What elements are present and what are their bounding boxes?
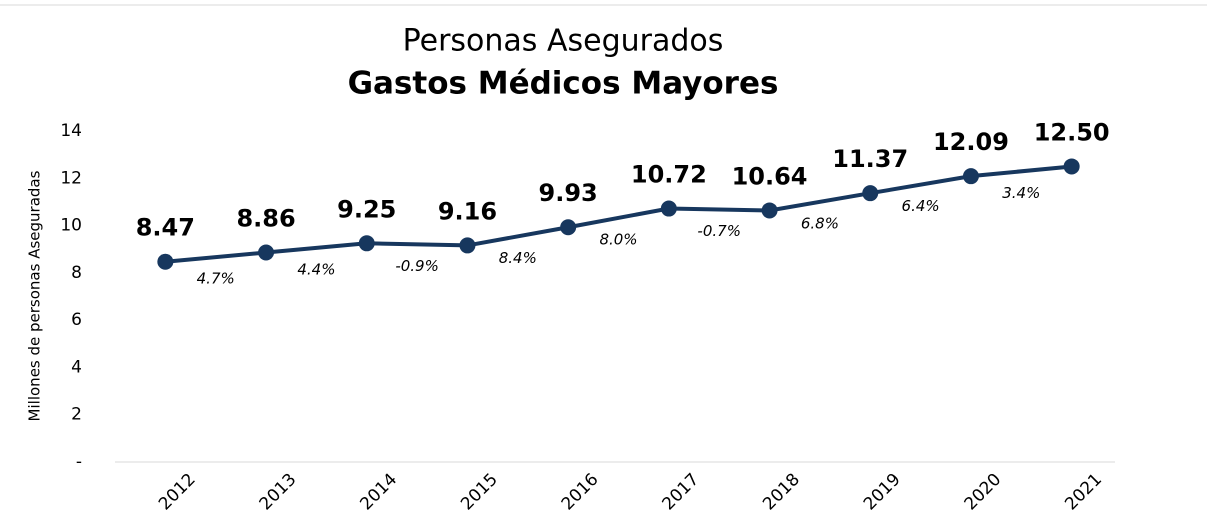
y-tick-label: - bbox=[76, 452, 82, 472]
data-label: 8.47 bbox=[136, 214, 195, 242]
marker bbox=[459, 237, 476, 254]
y-tick-label: 6 bbox=[71, 310, 82, 330]
marker bbox=[258, 244, 275, 261]
data-label: 8.86 bbox=[236, 205, 295, 233]
chart-subtitle: Gastos Médicos Mayores bbox=[348, 66, 779, 102]
marker bbox=[157, 253, 174, 270]
y-tick-label: 2 bbox=[71, 405, 82, 425]
x-tick-label: 2012 bbox=[155, 470, 200, 515]
x-tick-label: 2018 bbox=[759, 470, 804, 515]
x-tick-label: 2017 bbox=[658, 470, 703, 515]
x-tick-label: 2013 bbox=[256, 470, 301, 515]
y-tick-label: 14 bbox=[60, 121, 82, 141]
growth-label: -0.7% bbox=[697, 222, 741, 240]
growth-label: 6.8% bbox=[801, 214, 839, 232]
marker bbox=[358, 235, 375, 252]
marker bbox=[1063, 158, 1080, 175]
growth-label: -0.9% bbox=[395, 257, 439, 275]
growth-label: 6.4% bbox=[902, 197, 940, 215]
data-label: 10.64 bbox=[732, 162, 808, 190]
y-tick-label: 10 bbox=[60, 216, 82, 236]
data-label: 11.37 bbox=[832, 145, 908, 173]
data-label: 12.09 bbox=[933, 128, 1009, 156]
y-tick-label: 4 bbox=[71, 357, 82, 377]
marker bbox=[761, 202, 778, 219]
y-tick-label: 8 bbox=[71, 263, 82, 283]
growth-label: 4.4% bbox=[297, 260, 335, 278]
x-tick-label: 2016 bbox=[558, 470, 603, 515]
growth-label: 8.4% bbox=[499, 249, 537, 267]
x-tick-label: 2020 bbox=[961, 470, 1006, 515]
marker bbox=[560, 219, 577, 236]
y-tick-label: 12 bbox=[60, 168, 82, 188]
data-label: 9.16 bbox=[438, 197, 497, 225]
data-label: 12.50 bbox=[1034, 118, 1110, 146]
data-label: 10.72 bbox=[631, 161, 707, 189]
growth-label: 3.4% bbox=[1002, 184, 1040, 202]
y-axis-label: Millones de personas Aseguradas bbox=[26, 170, 44, 421]
x-tick-label: 2019 bbox=[860, 470, 905, 515]
chart-title: Personas Asegurados bbox=[403, 24, 724, 59]
data-label: 9.25 bbox=[337, 195, 396, 223]
marker bbox=[962, 168, 979, 185]
marker bbox=[660, 200, 677, 217]
growth-label: 4.7% bbox=[197, 270, 235, 288]
series-line bbox=[165, 164, 1072, 264]
x-tick-label: 2014 bbox=[356, 470, 401, 515]
marker bbox=[862, 185, 879, 202]
x-tick-label: 2021 bbox=[1061, 470, 1106, 515]
growth-label: 8.0% bbox=[599, 230, 637, 248]
data-label: 9.93 bbox=[539, 179, 598, 207]
x-tick-label: 2015 bbox=[457, 470, 502, 515]
